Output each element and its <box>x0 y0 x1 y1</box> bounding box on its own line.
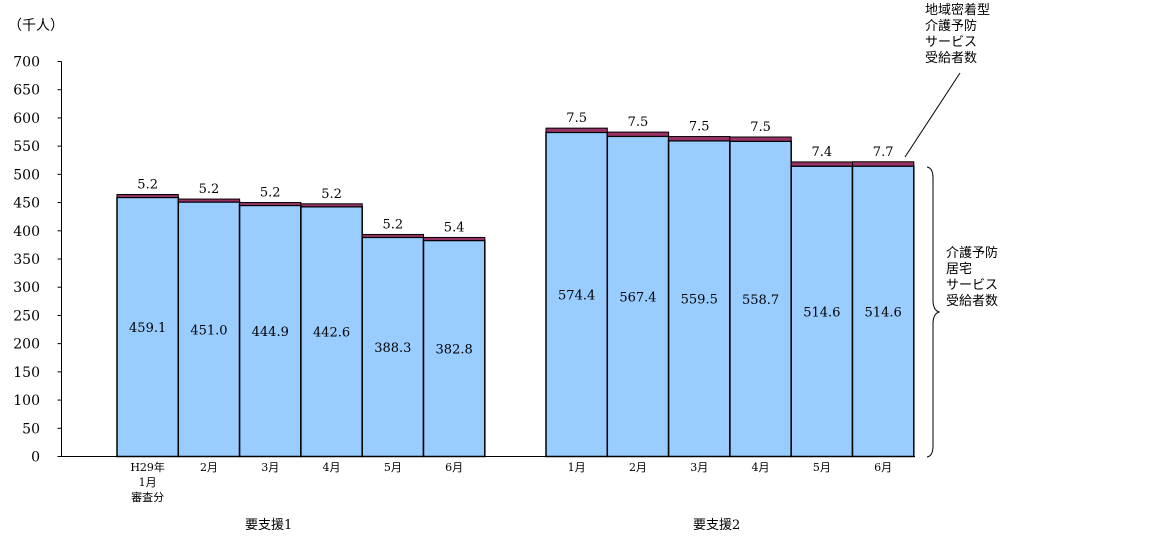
data-label-community-service: 5.2 <box>321 187 342 202</box>
x-tick-label: 6月 <box>874 461 892 474</box>
bar-segment-community-service <box>177 198 241 203</box>
bar-segment-home-service <box>238 204 302 458</box>
x-tick-label: H29年 <box>130 460 165 474</box>
bar-segment-home-service <box>300 205 363 458</box>
x-tick-label: 2月 <box>629 461 647 474</box>
bar-segment-home-service <box>422 239 486 458</box>
bar-segment-home-service <box>545 131 609 458</box>
x-tick-label: 審査分 <box>131 490 164 504</box>
y-axis: 0 50 100 150 200 250 300 350 400 450 500 550 600 650 7… <box>13 55 915 466</box>
x-tick-label: 6月 <box>445 461 463 474</box>
bar-segment-home-service <box>790 165 854 458</box>
bar-segment-community-service <box>852 161 915 167</box>
data-label-home-service: 558.7 <box>742 293 779 308</box>
data-label-home-service: 451.0 <box>190 323 227 338</box>
y-tick-label: 200 <box>13 337 40 353</box>
brace-bracket <box>926 166 941 458</box>
x-tick-label: 5月 <box>813 461 831 474</box>
bar-segment-home-service <box>851 165 915 458</box>
data-label-community-service: 5.2 <box>383 217 404 232</box>
data-label-home-service: 444.9 <box>252 325 289 340</box>
data-label-community-service: 7.4 <box>812 145 833 160</box>
data-label-community-service: 5.4 <box>444 220 465 235</box>
y-tick-label: 500 <box>13 167 40 183</box>
bar-segment-community-service <box>790 161 854 167</box>
bar-segment-home-service <box>116 196 180 458</box>
bar-segment-community-service <box>729 136 792 142</box>
x-tick-label: 4月 <box>752 461 770 474</box>
y-tick-label: 0 <box>31 450 40 466</box>
data-label-community-service: 5.2 <box>199 182 220 197</box>
bar-segment-community-service <box>545 127 608 133</box>
y-tick-label: 550 <box>13 139 40 155</box>
annotation-home-service-label: 介護予防 居宅 サービス 受給者数 <box>946 246 999 309</box>
data-label-home-service: 442.6 <box>313 326 350 341</box>
x-tick-label: 1月 <box>568 461 586 474</box>
data-label-home-service: 514.6 <box>803 305 840 320</box>
y-tick-label: 300 <box>13 280 40 296</box>
x-tick-label: 1月 <box>139 476 157 489</box>
data-label-home-service: 567.4 <box>619 290 656 305</box>
data-label-community-service: 7.5 <box>689 120 710 135</box>
bar-segment-home-service <box>361 236 425 458</box>
y-tick-label: 50 <box>22 421 40 437</box>
data-label-community-service: 7.5 <box>628 115 649 130</box>
data-label-community-service: 7.5 <box>750 120 771 135</box>
y-tick-label: 100 <box>13 393 40 409</box>
y-tick-label: 650 <box>13 83 40 99</box>
y-tick-label: 400 <box>13 224 40 240</box>
x-tick-label: 5月 <box>384 461 402 474</box>
data-label-community-service: 7.5 <box>566 111 587 126</box>
x-tick-label: 2月 <box>200 461 218 474</box>
data-label-community-service: 7.7 <box>873 145 894 160</box>
bar-segment-community-service <box>116 194 179 198</box>
bar-layer <box>116 127 915 458</box>
data-label-home-service: 514.6 <box>865 305 902 320</box>
y-tick-label: 350 <box>13 252 40 268</box>
data-label-home-service: 574.4 <box>558 288 595 303</box>
data-label-community-service: 5.2 <box>137 178 158 193</box>
y-tick-label: 450 <box>13 196 40 212</box>
data-label-home-service: 559.5 <box>681 293 718 308</box>
bar-segment-community-service <box>606 131 670 137</box>
y-tick-label: 150 <box>13 365 40 381</box>
group-label-support-1: 要支援1 <box>245 518 293 533</box>
annotation-community-service-label: 地域密着型 介護予防 サービス 受給者数 <box>925 3 991 66</box>
bar-segment-community-service <box>239 202 302 206</box>
bar-segment-home-service <box>729 140 792 458</box>
data-label-home-service: 388.3 <box>374 341 411 356</box>
bar-segment-community-service <box>423 236 486 241</box>
bar-segment-home-service <box>177 201 241 458</box>
y-axis-unit-label: （千人） <box>8 18 64 34</box>
data-label-home-service: 459.1 <box>129 321 166 336</box>
group-label-support-2: 要支援2 <box>693 518 741 533</box>
y-tick-label: 250 <box>13 308 40 324</box>
label-layer: 459.15.2H29年1月審査分451.05.22月444.95.23月442… <box>129 111 902 504</box>
bar-segment-community-service <box>361 233 425 238</box>
annotation-leader-line <box>904 72 961 158</box>
x-tick-label: 4月 <box>323 461 341 474</box>
bar-segment-community-service <box>300 203 363 208</box>
y-tick-label: 700 <box>13 55 40 71</box>
bar-segment-community-service <box>668 136 731 142</box>
x-tick-label: 3月 <box>690 461 708 474</box>
data-label-home-service: 382.8 <box>436 342 473 357</box>
data-label-community-service: 5.2 <box>260 186 281 201</box>
y-tick-label: 600 <box>13 111 40 127</box>
x-tick-label: 3月 <box>261 461 279 474</box>
